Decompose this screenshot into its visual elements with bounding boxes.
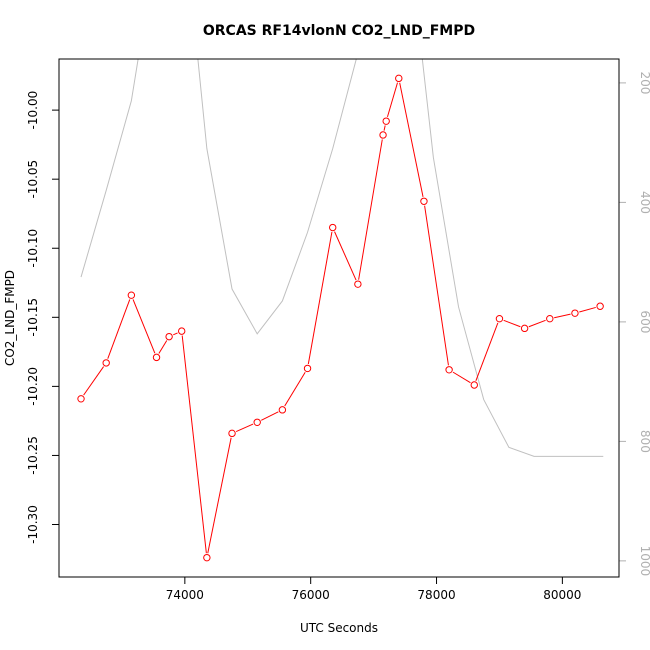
y2-tick-label: 800: [638, 430, 650, 453]
data-point: [253, 418, 261, 426]
y2-tick-label: 600: [638, 310, 650, 333]
series-segment: [528, 319, 546, 328]
data-point: [152, 353, 161, 362]
y-tick-label: -10.30: [26, 505, 40, 544]
x-tick-label: 74000: [166, 588, 204, 602]
series-layer: [77, 59, 604, 562]
chart-title: ORCAS RF14vlonN CO2_LND_FMPD: [203, 23, 475, 39]
series-segment: [181, 335, 207, 554]
data-point: [203, 553, 211, 562]
y-tick-label: -10.15: [26, 298, 40, 337]
series-segment: [207, 437, 232, 554]
y-tick-label: -10.00: [26, 91, 40, 130]
series-segment: [452, 371, 471, 384]
data-point: [379, 131, 387, 139]
series-segment: [424, 205, 449, 366]
data-point: [395, 74, 403, 83]
series-line-right: [80, 59, 604, 457]
y2-tick-label: 1000: [638, 546, 650, 577]
data-point: [546, 314, 554, 323]
data-point: [470, 381, 478, 389]
data-point: [165, 332, 173, 341]
x-axis-label: UTC Seconds: [300, 621, 378, 635]
data-point: [420, 197, 428, 205]
y-tick-label: -10.05: [26, 160, 40, 199]
data-point: [77, 395, 85, 403]
series-segment: [158, 340, 168, 354]
x-tick-label: 76000: [292, 588, 330, 602]
x-tick-label: 80000: [543, 588, 581, 602]
data-point: [520, 324, 529, 333]
data-point: [127, 291, 136, 299]
data-point: [596, 302, 604, 310]
data-point: [495, 314, 504, 323]
series-segment: [83, 366, 105, 396]
series-segment: [307, 231, 333, 365]
y-tick-label: -10.25: [26, 436, 40, 475]
data-point: [445, 366, 453, 374]
series-segment: [386, 82, 398, 117]
data-point: [354, 280, 362, 288]
series-segment: [554, 313, 571, 319]
data-point: [571, 309, 579, 317]
series-segment: [503, 319, 521, 328]
series-segment: [579, 306, 596, 313]
data-point: [228, 429, 236, 438]
plot-frame: [58, 58, 620, 578]
y2-tick-label: 200: [638, 71, 650, 94]
data-point: [278, 406, 287, 414]
series-segment: [107, 299, 131, 359]
data-point: [303, 364, 312, 373]
y-axis-label: CO2_LND_FMPD: [3, 270, 17, 366]
data-point: [177, 327, 186, 335]
data-point: [102, 359, 110, 367]
series-segment: [261, 411, 279, 421]
x-tick-label: 78000: [417, 588, 455, 602]
series-segment: [399, 82, 424, 197]
series-segment: [173, 332, 178, 336]
axis-layer: 74000 76000 78000 80000 -10.30 -10.25 -10.20 -1…: [26, 71, 650, 602]
data-point: [382, 117, 390, 125]
series-segment: [383, 125, 386, 131]
data-point: [329, 223, 337, 232]
series-segment: [132, 299, 156, 354]
series-segment: [334, 231, 357, 281]
series-segment: [235, 423, 254, 432]
series-segment: [475, 322, 499, 381]
y-tick-label: -10.20: [26, 367, 40, 406]
series-segment: [358, 139, 383, 280]
y-tick-label: -10.10: [26, 229, 40, 268]
y2-tick-label: 400: [638, 191, 650, 214]
series-segment: [284, 372, 306, 407]
